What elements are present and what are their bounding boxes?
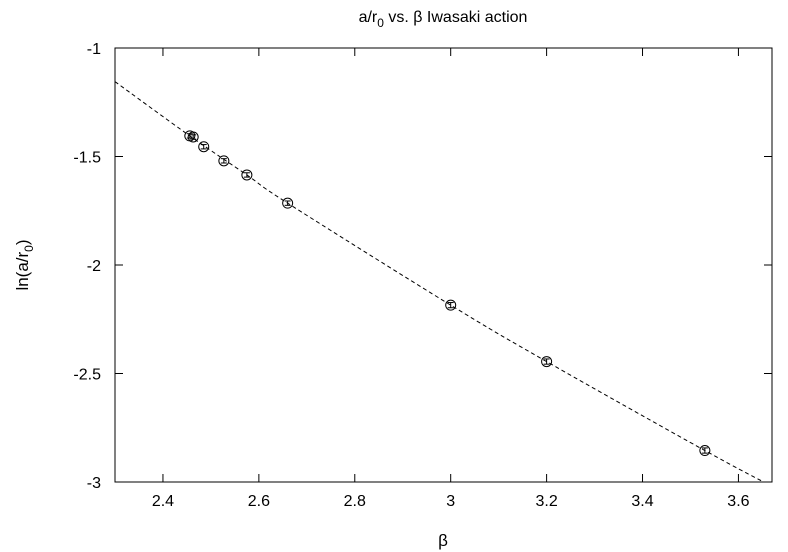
data-point	[282, 197, 294, 209]
point-marker	[541, 356, 553, 368]
x-tick-label: 3.4	[631, 493, 653, 510]
data-point	[541, 356, 553, 368]
x-tick-label: 3.6	[727, 493, 749, 510]
x-tick-label: 3.2	[535, 493, 557, 510]
data-point	[187, 131, 199, 143]
y-tick-label: -3	[87, 475, 101, 492]
chart-title: a/r0 vs. β Iwasaki action	[359, 9, 528, 30]
x-tick-label: 3	[446, 493, 455, 510]
y-axis-title: ln(a/r0)	[13, 239, 36, 290]
point-marker	[699, 445, 711, 457]
y-tick-labels: -3 -2.5 -2 -1.5 -1	[73, 41, 101, 492]
data-point	[218, 155, 230, 167]
fit-curve	[115, 81, 765, 482]
point-marker	[187, 131, 199, 143]
x-tick-labels: 2.4 2.6 2.8 3 3.2 3.4 3.6	[152, 493, 750, 510]
x-tick-label: 2.4	[152, 493, 174, 510]
x-tick-label: 2.6	[248, 493, 270, 510]
data-point	[241, 169, 253, 181]
point-marker	[282, 197, 294, 209]
point-marker	[445, 299, 457, 311]
x-tick-label: 2.8	[344, 493, 366, 510]
point-marker	[241, 169, 253, 181]
y-tick-label: -2.5	[73, 367, 101, 384]
data-point	[699, 445, 711, 457]
y-tick-label: -1.5	[73, 150, 101, 167]
data-points	[184, 130, 711, 457]
y-tick-label: -2	[87, 258, 101, 275]
point-marker	[198, 141, 210, 153]
data-point	[445, 299, 457, 311]
y-tick-label: -1	[87, 41, 101, 58]
x-axis-title: β	[438, 531, 448, 550]
data-point	[198, 141, 210, 153]
point-marker	[218, 155, 230, 167]
plot-frame	[114, 47, 773, 483]
tick-marks	[115, 47, 772, 483]
